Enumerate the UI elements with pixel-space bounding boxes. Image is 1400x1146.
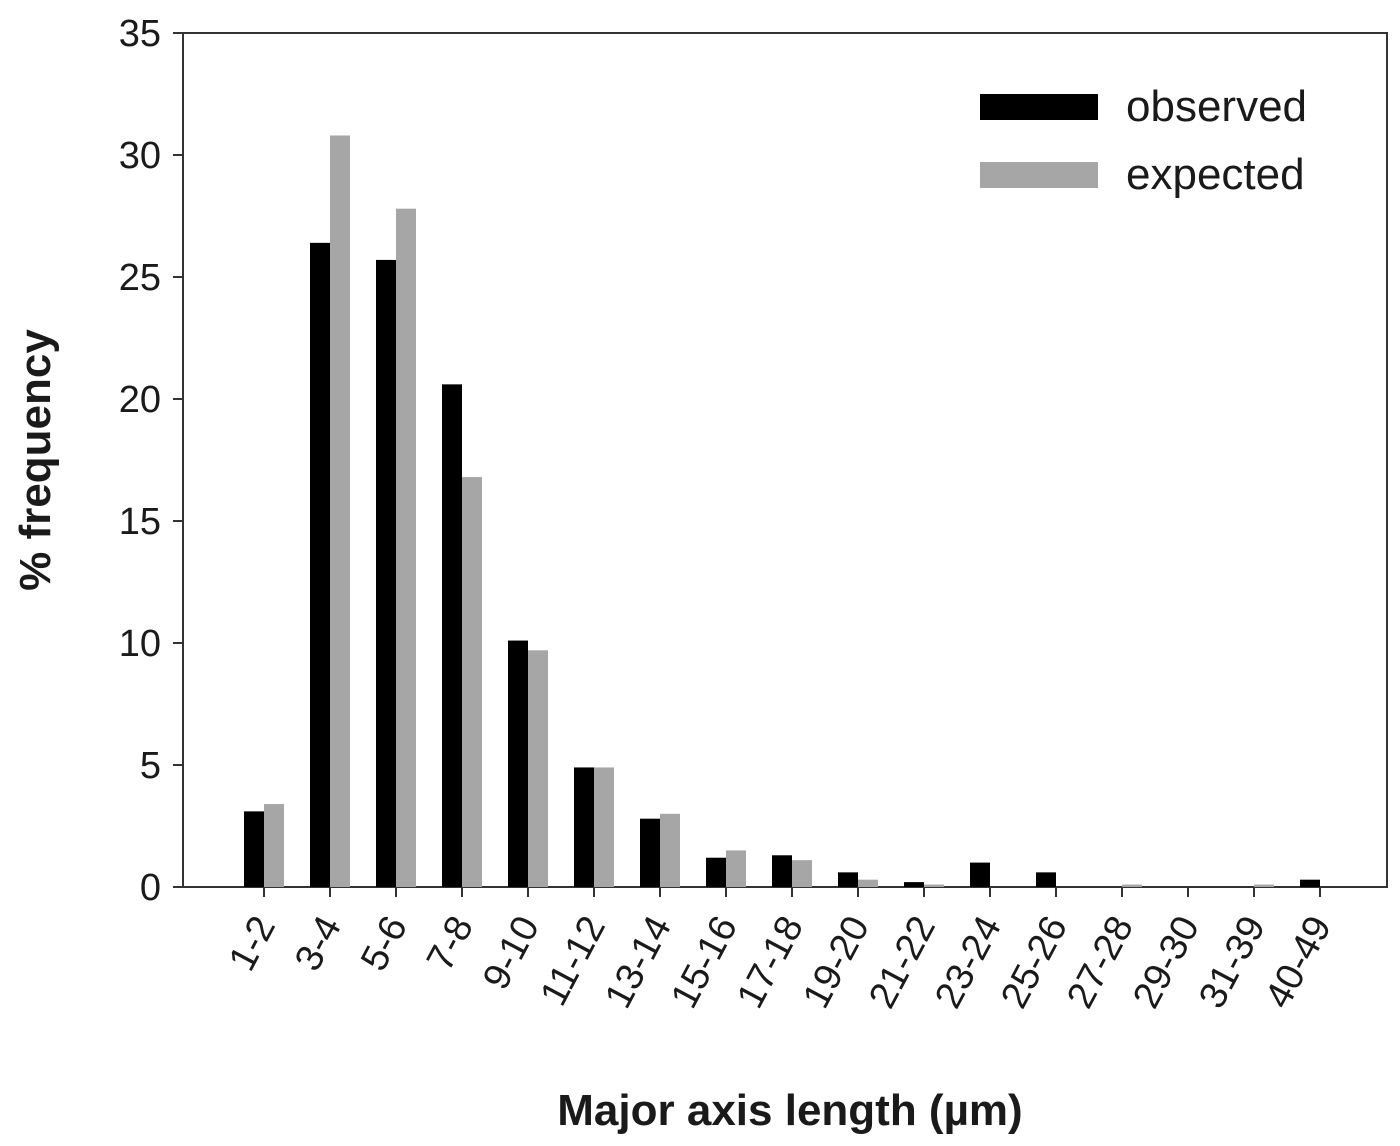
- bar-observed-25-26: [1036, 872, 1056, 887]
- x-axis-title: Major axis length (µm): [557, 1086, 1022, 1135]
- y-tick-label: 25: [119, 257, 161, 299]
- x-tick-label: 7-8: [419, 910, 482, 978]
- x-tick-label: 29-30: [1125, 910, 1208, 1016]
- x-tick-label: 3-4: [287, 910, 350, 978]
- x-tick-label: 40-49: [1257, 910, 1340, 1016]
- bar-expected-27-28: [1122, 884, 1142, 887]
- x-tick-label: 27-28: [1059, 910, 1142, 1016]
- bar-observed-9-10: [508, 640, 528, 887]
- x-tick-label: 31-39: [1191, 910, 1274, 1016]
- x-tick-label: 19-20: [795, 910, 878, 1016]
- bar-expected-9-10: [528, 650, 548, 887]
- bar-expected-13-14: [660, 813, 680, 887]
- bar-observed-3-4: [310, 242, 330, 888]
- y-axis: 0 5 10 15 20 25 30 35: [119, 13, 183, 909]
- x-tick-label: 15-16: [663, 910, 746, 1016]
- x-tick-label: 17-18: [729, 910, 812, 1016]
- legend: observed expected: [980, 82, 1307, 199]
- bar-observed-1-2: [244, 811, 264, 887]
- bar-expected-21-22: [924, 884, 944, 887]
- bar-observed-19-20: [838, 872, 858, 887]
- y-tick-label: 10: [119, 623, 161, 665]
- y-tick-label: 35: [119, 13, 161, 55]
- bar-expected-11-12: [594, 767, 614, 887]
- y-axis-title: % frequency: [11, 329, 60, 591]
- bar-expected-17-18: [792, 860, 812, 887]
- bar-expected-3-4: [330, 135, 350, 888]
- y-tick-label: 0: [140, 867, 161, 909]
- bar-expected-1-2: [264, 804, 284, 887]
- x-tick-label: 13-14: [597, 910, 680, 1016]
- bar-observed-5-6: [376, 259, 396, 887]
- y-tick-label: 5: [140, 745, 161, 787]
- bar-expected-19-20: [858, 879, 878, 887]
- legend-swatch-expected: [980, 162, 1098, 188]
- bar-observed-7-8: [442, 384, 462, 887]
- x-tick-label: 1-2: [221, 910, 284, 978]
- legend-label-observed: observed: [1126, 82, 1307, 131]
- bar-observed-17-18: [772, 855, 792, 887]
- x-tick-label: 5-6: [353, 910, 416, 978]
- legend-swatch-observed: [980, 94, 1098, 120]
- bar-observed-11-12: [574, 767, 594, 887]
- bar-expected-5-6: [396, 208, 416, 887]
- x-axis: 1-2 3-4 5-6 7-89-1011-1213-1415-1617-1819-2…: [221, 887, 1340, 1015]
- bar-observed-15-16: [706, 857, 726, 887]
- bars: [244, 135, 1320, 888]
- bar-observed-13-14: [640, 818, 660, 887]
- y-tick-label: 20: [119, 379, 161, 421]
- y-tick-label: 15: [119, 501, 161, 543]
- x-tick-label: 25-26: [993, 910, 1076, 1016]
- bar-expected-7-8: [462, 477, 482, 887]
- x-tick-label: 21-22: [861, 910, 944, 1016]
- bar-observed-23-24: [970, 862, 990, 887]
- legend-label-expected: expected: [1126, 150, 1305, 199]
- bar-expected-31-39: [1254, 884, 1274, 887]
- bar-expected-15-16: [726, 850, 746, 887]
- y-tick-label: 30: [119, 135, 161, 177]
- x-tick-label: 23-24: [927, 910, 1010, 1016]
- bar-observed-40-49: [1300, 879, 1320, 887]
- bar-observed-21-22: [904, 882, 924, 887]
